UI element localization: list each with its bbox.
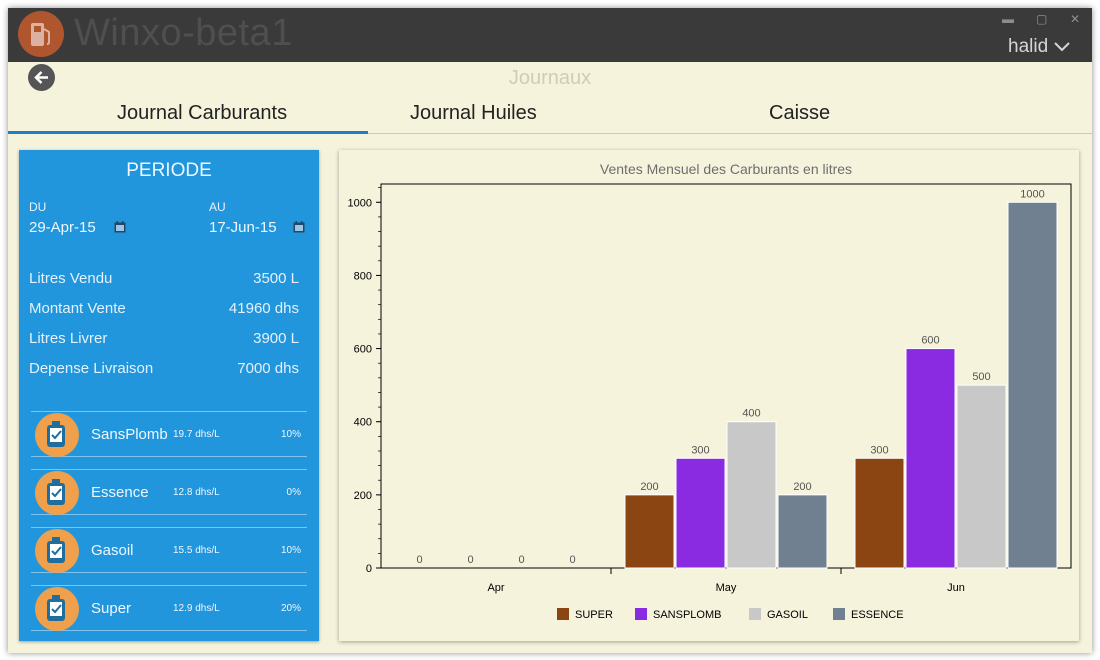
bar [624,494,675,569]
stat-montant-vente: Montant Vente 41960 dhs [29,300,299,317]
legend-label: GASOIL [767,609,808,621]
legend-swatch [833,608,845,620]
data-label: 200 [640,481,658,493]
tab-caisse[interactable]: Caisse [769,102,831,124]
fuel-can-icon [35,529,79,573]
fuel-can-icon [35,413,79,457]
y-tick-label: 400 [354,417,372,429]
legend-label: ESSENCE [851,609,904,621]
maximize-button[interactable]: ▢ [1036,12,1048,26]
fuel-percent: 10% [280,429,301,440]
fuel-pump-logo-icon [18,11,64,57]
chevron-down-icon [1054,42,1070,52]
stat-label: Montant Vente [29,300,126,317]
page-title: Journaux [508,67,592,89]
stat-value: 7000 dhs [237,360,299,377]
stat-label: Litres Vendu [29,270,113,287]
bar [726,421,777,569]
bar [905,348,956,569]
fuel-name: Super [91,600,132,617]
data-label: 0 [518,554,524,566]
data-label: 0 [416,554,422,566]
legend-swatch [749,608,761,620]
stat-label: Depense Livraison [29,360,154,377]
date-from-value[interactable]: 29-Apr-15 [29,219,96,236]
fuel-price: 19.7 dhs/L [173,429,220,440]
y-tick-label: 0 [366,563,372,575]
data-label: 600 [921,335,939,347]
periode-title: PERIODE [126,160,212,181]
fuel-price: 15.5 dhs/L [173,545,220,556]
bar [956,384,1007,569]
app-window: Winxo-beta1 ▬ ▢ ✕ halid Journaux Journal… [8,8,1092,653]
data-label: 300 [691,444,709,456]
bar [675,457,726,569]
x-tick-label: May [716,582,737,594]
calendar-icon[interactable] [114,221,126,233]
chart-card: Ventes Mensuel des Carburants en litres 0… [339,150,1079,641]
stat-value: 3900 L [253,330,299,347]
fuel-name: SansPlomb [91,426,168,443]
data-label: 0 [569,554,575,566]
legend-swatch [557,608,569,620]
fuel-item-sansplomb[interactable]: SansPlomb 19.7 dhs/L 10% [31,411,307,457]
y-tick-label: 1000 [348,197,372,209]
x-tick-label: Jun [947,582,965,594]
data-label: 1000 [1020,188,1044,200]
tab-journal-huiles[interactable]: Journal Huiles [410,102,537,124]
calendar-icon[interactable] [293,221,305,233]
legend-label: SUPER [575,609,613,621]
date-to-value[interactable]: 17-Jun-15 [209,219,277,236]
stat-depense-livraison: Depense Livraison 7000 dhs [29,360,299,377]
fuel-percent: 0% [286,487,301,498]
stat-value: 41960 dhs [228,300,299,317]
legend-label: SANSPLOMB [653,609,721,621]
data-label: 200 [793,481,811,493]
fuel-name: Gasoil [91,542,134,559]
fuel-percent: 20% [280,603,301,614]
plot-area [380,183,1072,569]
y-tick-label: 600 [354,344,372,356]
stat-label: Litres Livrer [29,330,108,347]
bar [854,457,905,569]
bar [1007,201,1058,569]
close-button[interactable]: ✕ [1070,12,1081,26]
sales-bar-chart: Ventes Mensuel des Carburants en litres 0… [348,161,1072,621]
bar [777,494,828,569]
arrow-left-icon [34,71,48,84]
fuel-percent: 10% [280,545,301,556]
fuel-item-essence[interactable]: Essence 12.8 dhs/L 0% [31,469,307,515]
x-tick-label: Apr [487,582,504,594]
periode-panel: PERIODE DU 29-Apr-15 AU 17-Jun-15 Litres… [19,150,319,641]
fuel-can-icon [35,471,79,515]
tab-bar: Journal Carburants Journal Huiles Caisse [8,98,1092,134]
data-label: 0 [467,554,473,566]
back-button[interactable] [28,64,55,91]
data-label: 300 [870,444,888,456]
fuel-item-super[interactable]: Super 12.9 dhs/L 20% [31,585,307,631]
fuel-price: 12.8 dhs/L [173,487,220,498]
user-name: halid [1008,36,1049,57]
data-label: 500 [972,371,990,383]
app-title: Winxo-beta1 [74,12,293,54]
data-label: 400 [742,408,760,420]
stat-value: 3500 L [253,270,299,287]
legend-swatch [635,608,647,620]
y-tick-label: 800 [354,270,372,282]
stat-litres-vendu: Litres Vendu 3500 L [29,270,299,287]
title-bar: Winxo-beta1 ▬ ▢ ✕ halid [8,8,1092,62]
fuel-can-icon [35,587,79,631]
fuel-price: 12.9 dhs/L [173,603,220,614]
fuel-item-gasoil[interactable]: Gasoil 15.5 dhs/L 10% [31,527,307,573]
tab-journal-carburants[interactable]: Journal Carburants [117,102,288,124]
chart-title: Ventes Mensuel des Carburants en litres [600,161,852,177]
minimize-button[interactable]: ▬ [1002,12,1014,26]
user-menu[interactable]: halid [1008,36,1070,58]
date-to-label: AU [209,200,226,214]
date-from-label: DU [29,200,47,214]
stat-litres-livrer: Litres Livrer 3900 L [29,330,299,347]
active-tab-indicator [8,131,368,134]
fuel-name: Essence [91,484,149,501]
y-tick-label: 200 [354,490,372,502]
